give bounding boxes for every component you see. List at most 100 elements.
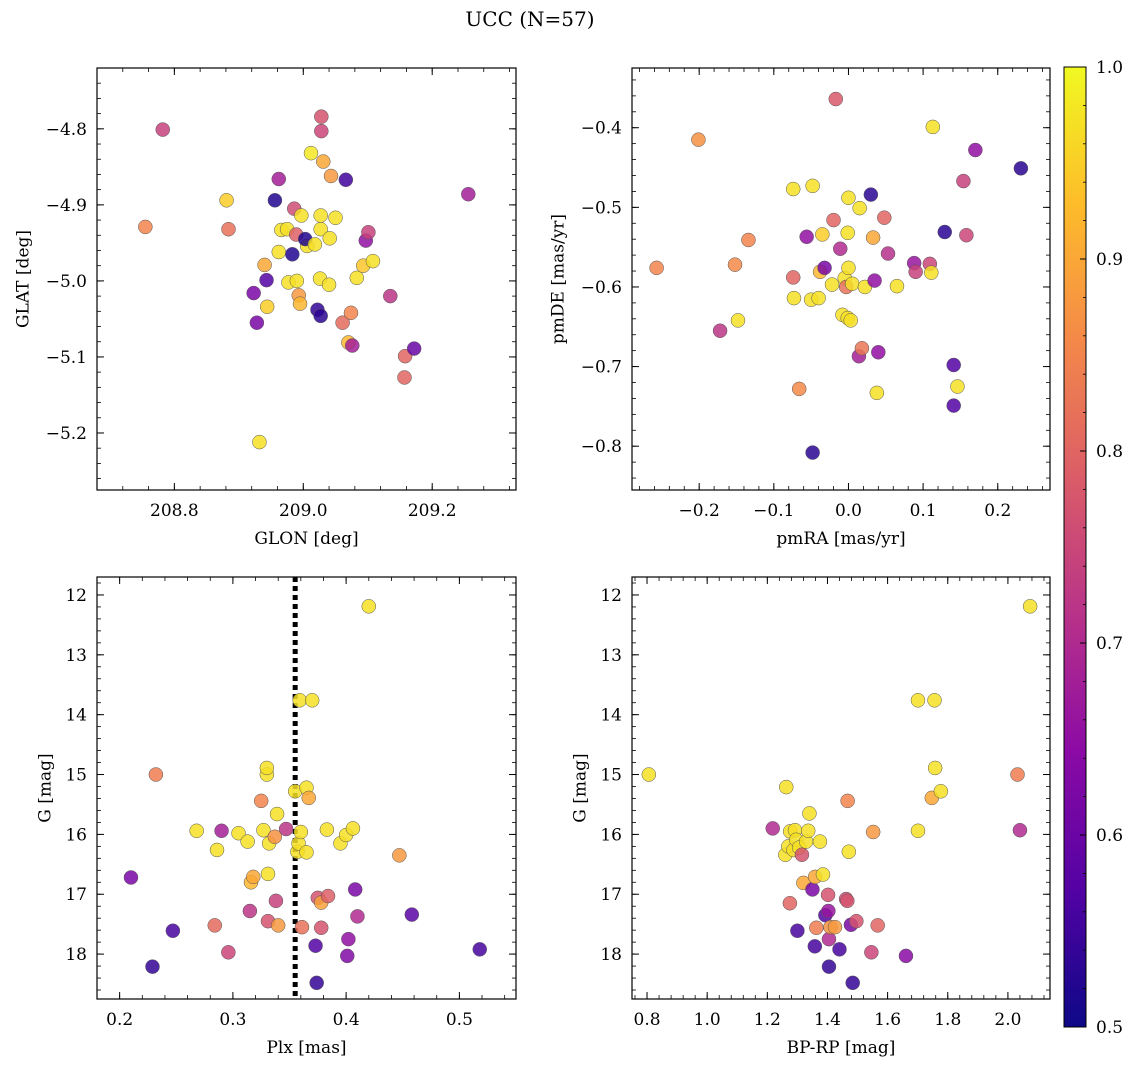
data-point — [214, 823, 229, 839]
data-point — [335, 315, 350, 330]
data-point — [869, 385, 885, 401]
data-point — [404, 907, 420, 922]
x-tick-label: 1.4 — [814, 1010, 841, 1030]
colorbar-gradient — [1063, 66, 1087, 1028]
y-axis-label: GLAT [deg] — [14, 230, 34, 328]
data-point — [910, 693, 926, 708]
y-tick-label: 15 — [65, 766, 87, 786]
x-tick-label: −0.1 — [753, 501, 794, 521]
data-point — [889, 278, 905, 294]
data-point — [313, 920, 329, 936]
data-point — [292, 296, 308, 311]
data-point — [259, 272, 274, 288]
x-tick-label: 2.0 — [994, 1010, 1021, 1030]
data-point — [712, 323, 728, 339]
data-point — [840, 225, 855, 241]
data-point — [812, 834, 828, 849]
data-point — [811, 290, 826, 306]
data-point — [246, 869, 261, 885]
data-point — [299, 845, 314, 860]
data-point — [779, 779, 794, 795]
data-point — [123, 870, 139, 885]
axes-frame — [96, 576, 517, 1000]
x-tick-label: 208.8 — [150, 501, 199, 521]
y-tick-label: −4.8 — [46, 120, 87, 140]
data-point — [259, 760, 275, 776]
data-point — [308, 938, 323, 953]
data-point — [148, 767, 164, 782]
x-tick-label: 1.0 — [694, 1010, 721, 1030]
data-point — [730, 313, 746, 328]
data-point — [791, 381, 807, 397]
data-point — [461, 186, 476, 202]
data-point — [246, 285, 261, 301]
data-point — [303, 145, 319, 161]
data-point — [898, 948, 914, 964]
data-point — [252, 434, 267, 450]
y-tick-label: −4.9 — [46, 196, 87, 216]
panel-glon-glat: 208.8 209.0 209.2 −4.8 −4.9 −5.0 −5.1 −5.2 GLON … — [14, 67, 517, 549]
data-point — [815, 227, 830, 242]
data-point — [790, 923, 805, 939]
axes-frame — [631, 576, 1051, 1000]
y-tick-label: 17 — [600, 885, 622, 905]
y-tick-label: 18 — [65, 945, 87, 965]
data-point — [785, 270, 801, 285]
data-point — [392, 848, 407, 863]
data-point — [319, 822, 335, 837]
data-point — [271, 171, 287, 187]
data-point — [863, 187, 879, 202]
data-point — [257, 257, 272, 273]
x-tick-label: 209.0 — [279, 501, 328, 521]
data-point — [307, 237, 323, 252]
data-point — [864, 945, 879, 960]
data-point — [821, 959, 837, 974]
data-point — [304, 693, 320, 708]
y-tick-label: 16 — [65, 825, 87, 845]
data-point — [821, 903, 836, 919]
data-point — [267, 829, 283, 845]
x-tick-label: 1.2 — [754, 1010, 781, 1030]
y-tick-label: −0.6 — [581, 278, 622, 298]
data-point — [827, 919, 843, 935]
data-point — [927, 760, 943, 776]
data-point — [844, 276, 860, 292]
data-point — [833, 241, 848, 256]
axes-frame — [96, 67, 517, 491]
data-point — [807, 939, 823, 954]
y-tick-label: 16 — [600, 825, 622, 845]
data-point — [799, 229, 814, 245]
data-point — [345, 821, 361, 836]
data-point — [865, 230, 881, 245]
colorbar-tick-label: 0.8 — [1096, 442, 1123, 462]
data-point — [968, 142, 983, 158]
data-point — [937, 224, 953, 240]
colorbar-tick-label: 1.0 — [1096, 58, 1123, 78]
y-axis-label: G [mag] — [571, 753, 591, 822]
data-point — [824, 277, 840, 292]
x-tick-label: 0.8 — [634, 1010, 661, 1030]
axes-frame — [631, 67, 1051, 491]
y-tick-label: −0.8 — [581, 437, 622, 457]
data-point — [946, 357, 961, 373]
data-point — [145, 959, 160, 974]
y-tick-label: −0.4 — [581, 119, 622, 139]
x-axis-label: Plx [mas] — [266, 1038, 346, 1058]
data-point — [345, 338, 360, 353]
data-point — [320, 888, 336, 904]
data-point — [641, 767, 657, 782]
data-point — [365, 253, 381, 269]
data-point — [219, 193, 234, 208]
data-point — [242, 903, 258, 919]
data-point — [323, 168, 339, 184]
data-point — [832, 942, 847, 957]
x-axis-label: GLON [deg] — [254, 529, 358, 549]
data-point — [347, 882, 363, 897]
y-tick-label: 17 — [65, 885, 87, 905]
data-point — [221, 945, 236, 960]
panel-bprp-g: 0.8 1.0 1.2 1.4 1.6 1.8 2.0 12 13 14 15 16 17 18 BP-RP… — [571, 576, 1051, 1058]
y-tick-label: 18 — [600, 945, 622, 965]
y-axis-label: G [mag] — [36, 753, 56, 822]
data-point — [865, 824, 881, 840]
